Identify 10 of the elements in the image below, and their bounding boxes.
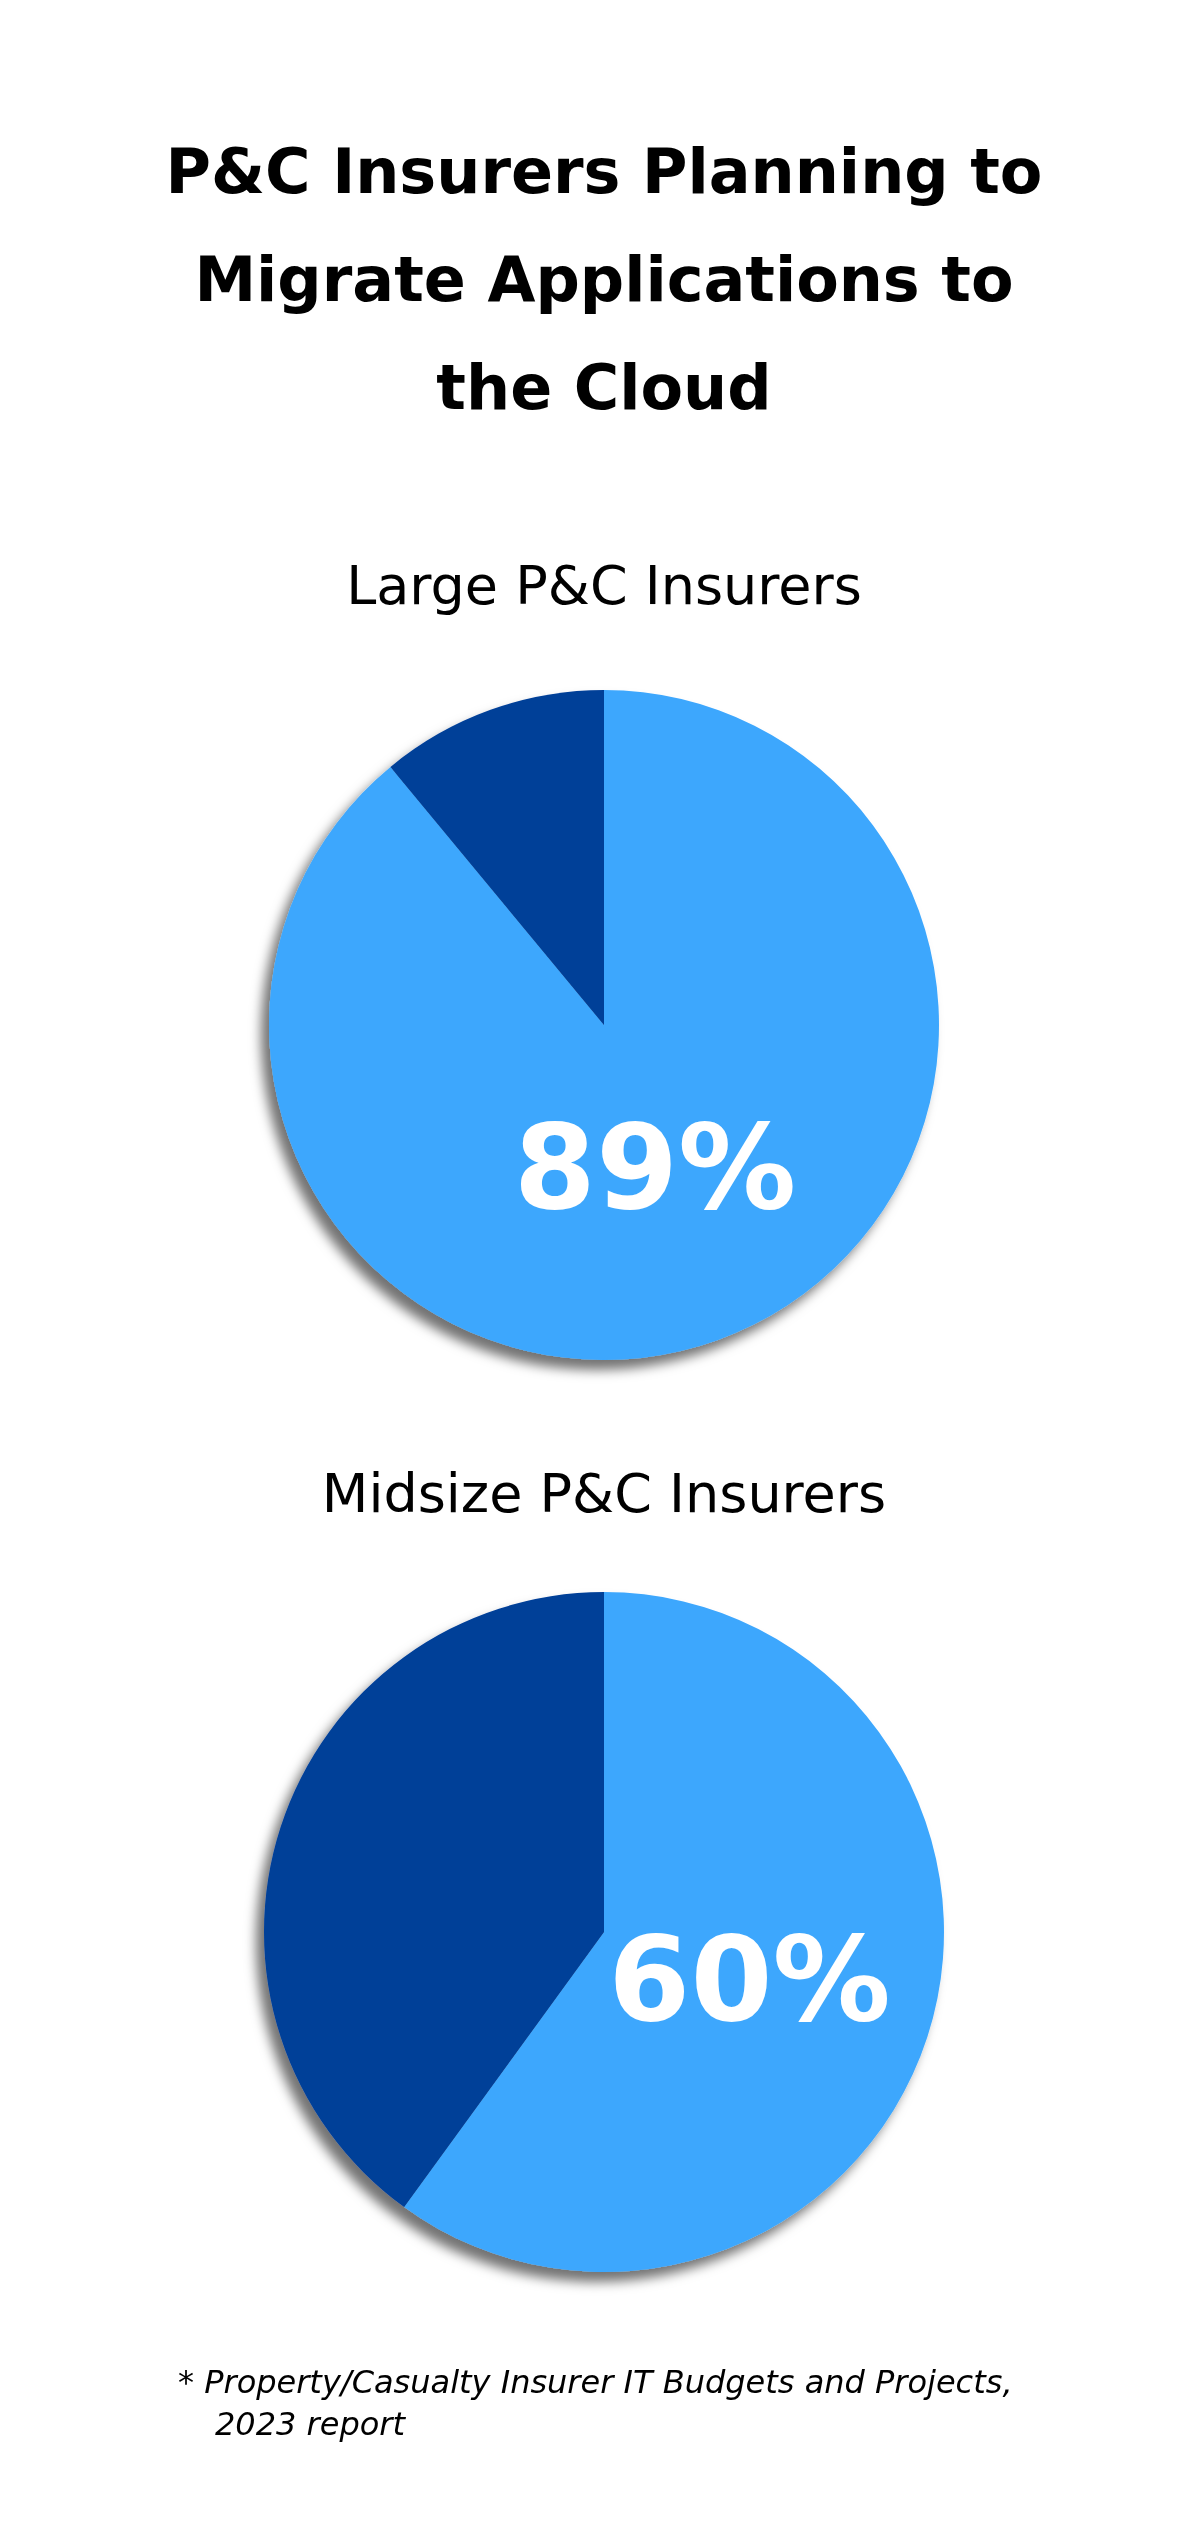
text: * Property/Casualty Insurer IT Budgets and Projects, 2023 report [178,2363,1013,2443]
pie-slice [269,690,939,1360]
pie-slice [390,690,604,1025]
pie-slice [264,1592,604,2208]
pie-slice [404,1592,944,2272]
data-label: 89% [513,1097,797,1236]
data-label: 60% [608,1910,891,2049]
chart-title: P&C Insurers Planning to Migrate Applications to the Cloud [165,135,1043,424]
chart-title: Midsize P&C Insurers [321,1462,887,1525]
chart-subtitle: Large P&C Insurers [346,554,862,617]
